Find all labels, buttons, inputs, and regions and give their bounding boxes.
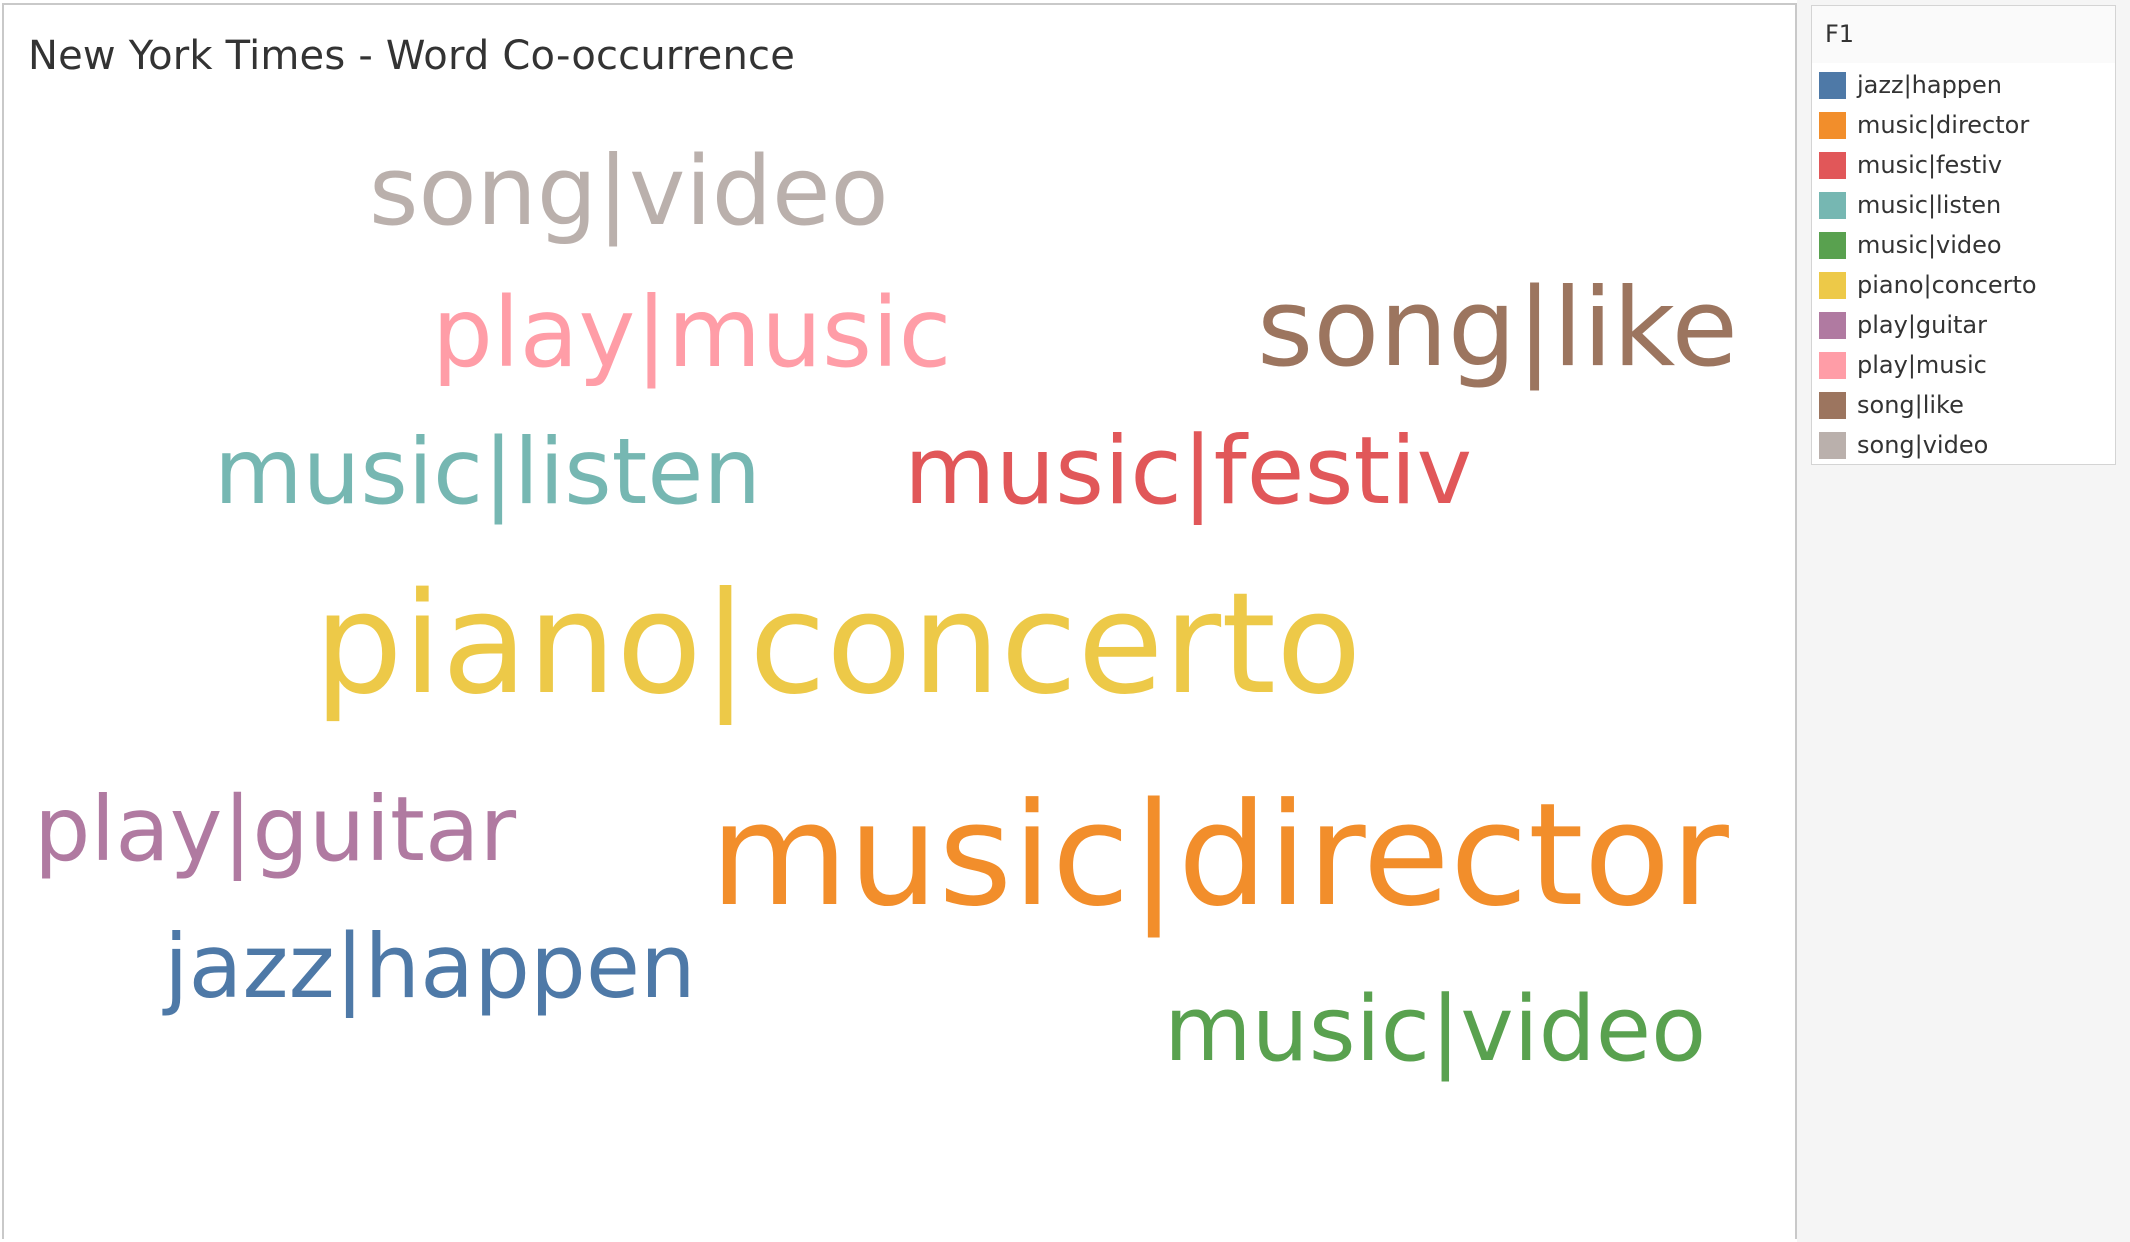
- word-mark[interactable]: song|video: [369, 137, 889, 247]
- legend-label: play|guitar: [1857, 311, 1987, 339]
- legend-item[interactable]: play|guitar: [1819, 310, 2109, 340]
- legend-swatch: [1819, 312, 1846, 339]
- legend-header: [1812, 6, 2115, 63]
- legend-label: song|video: [1857, 431, 1989, 459]
- legend-swatch: [1819, 272, 1846, 299]
- legend-swatch: [1819, 192, 1846, 219]
- word-mark[interactable]: song|like: [1257, 266, 1738, 391]
- chart-title: New York Times - Word Co-occurrence: [28, 33, 795, 79]
- legend-item[interactable]: jazz|happen: [1819, 70, 2109, 100]
- legend-label: music|video: [1857, 231, 2002, 259]
- legend-swatch: [1819, 72, 1846, 99]
- legend-swatch: [1819, 232, 1846, 259]
- legend-item[interactable]: piano|concerto: [1819, 270, 2109, 300]
- word-cloud-panel: New York Times - Word Co-occurrence song…: [2, 3, 1797, 1239]
- legend-label: jazz|happen: [1857, 71, 2003, 99]
- legend-label: music|listen: [1857, 191, 2002, 219]
- word-mark[interactable]: music|director: [710, 773, 1729, 938]
- legend-label: music|festiv: [1857, 151, 2003, 179]
- legend-label: music|director: [1857, 111, 2030, 139]
- legend-swatch: [1819, 152, 1846, 179]
- legend-label: piano|concerto: [1857, 271, 2037, 299]
- color-legend: F1 jazz|happen music|director music|festiv…: [1811, 5, 2116, 465]
- legend-item[interactable]: music|director: [1819, 110, 2109, 140]
- legend-swatch: [1819, 432, 1846, 459]
- word-mark[interactable]: jazz|happen: [164, 915, 696, 1018]
- word-mark[interactable]: music|listen: [214, 420, 762, 525]
- legend-item[interactable]: song|video: [1819, 430, 2109, 460]
- legend-item[interactable]: song|like: [1819, 390, 2109, 420]
- legend-title: F1: [1825, 20, 1855, 48]
- word-mark[interactable]: music|video: [1164, 977, 1707, 1082]
- word-cloud: song|video play|music song|like music|liste…: [4, 5, 1799, 1241]
- word-mark[interactable]: music|festiv: [904, 417, 1473, 526]
- word-mark[interactable]: play|guitar: [34, 777, 517, 881]
- legend-swatch: [1819, 352, 1846, 379]
- word-mark[interactable]: piano|concerto: [314, 563, 1362, 726]
- legend-item[interactable]: music|listen: [1819, 190, 2109, 220]
- legend-item[interactable]: music|festiv: [1819, 150, 2109, 180]
- legend-label: song|like: [1857, 391, 1964, 419]
- legend-swatch: [1819, 112, 1846, 139]
- legend-item[interactable]: play|music: [1819, 350, 2109, 380]
- word-mark[interactable]: play|music: [432, 277, 952, 389]
- legend-label: play|music: [1857, 351, 1987, 379]
- legend-item[interactable]: music|video: [1819, 230, 2109, 260]
- legend-swatch: [1819, 392, 1846, 419]
